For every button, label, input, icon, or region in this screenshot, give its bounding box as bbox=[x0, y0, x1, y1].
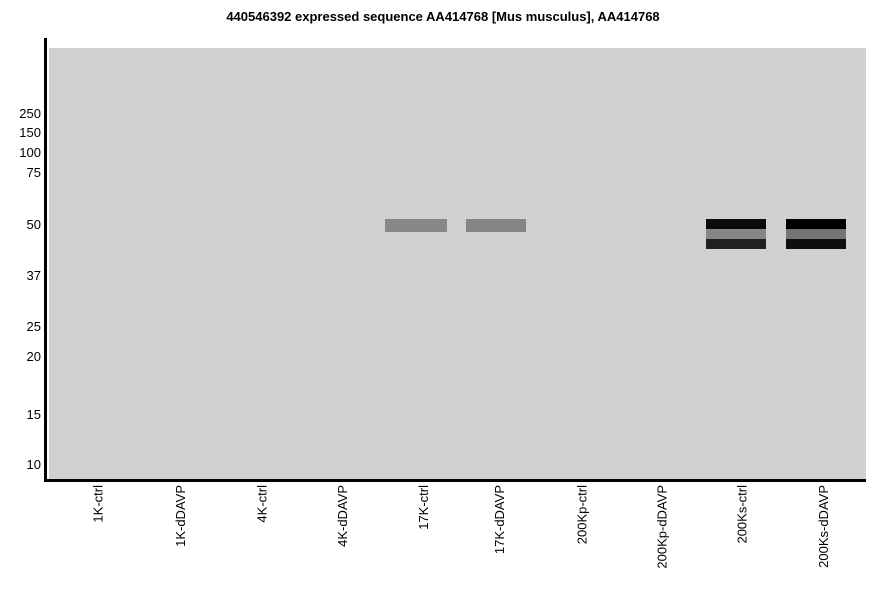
band-stripe bbox=[706, 229, 766, 239]
lane-label-1K-dDAVP: 1K-dDAVP bbox=[172, 485, 188, 547]
figure-title: 440546392 expressed sequence AA414768 [M… bbox=[226, 9, 660, 24]
mw-marker-label-150: 150 bbox=[19, 125, 41, 140]
lane-label-200Kp-dDAVP: 200Kp-dDAVP bbox=[654, 485, 670, 569]
band-stripe bbox=[786, 239, 846, 249]
mw-marker-label-250: 250 bbox=[19, 106, 41, 121]
y-axis-line bbox=[44, 38, 47, 482]
lane-label-4K-ctrl: 4K-ctrl bbox=[254, 485, 270, 523]
blot-band-17K-ctrl bbox=[385, 219, 447, 232]
mw-marker-label-10: 10 bbox=[26, 457, 41, 472]
band-stripe bbox=[706, 239, 766, 249]
blot-band-200Ks-ctrl bbox=[706, 219, 766, 249]
plot-area bbox=[49, 48, 866, 479]
band-stripe bbox=[466, 219, 526, 232]
lane-label-1K-ctrl: 1K-ctrl bbox=[90, 485, 106, 523]
mw-marker-label-25: 25 bbox=[26, 319, 41, 334]
blot-band-17K-dDAVP bbox=[466, 219, 526, 232]
x-axis-line bbox=[44, 479, 866, 482]
lane-label-17K-dDAVP: 17K-dDAVP bbox=[492, 485, 508, 555]
lane-label-200Ks-ctrl: 200Ks-ctrl bbox=[734, 485, 750, 544]
mw-marker-label-37: 37 bbox=[26, 268, 41, 283]
mw-marker-label-15: 15 bbox=[26, 407, 41, 422]
lane-label-200Ks-dDAVP: 200Ks-dDAVP bbox=[815, 485, 831, 568]
mw-marker-label-100: 100 bbox=[19, 145, 41, 160]
lane-label-17K-ctrl: 17K-ctrl bbox=[415, 485, 431, 530]
blot-band-200Ks-dDAVP bbox=[786, 219, 846, 249]
band-stripe bbox=[706, 219, 766, 229]
mw-marker-label-20: 20 bbox=[26, 349, 41, 364]
lane-label-200Kp-ctrl: 200Kp-ctrl bbox=[574, 485, 590, 545]
mw-marker-label-50: 50 bbox=[26, 217, 41, 232]
mw-marker-label-75: 75 bbox=[26, 165, 41, 180]
lane-label-4K-dDAVP: 4K-dDAVP bbox=[334, 485, 350, 547]
band-stripe bbox=[385, 219, 447, 232]
band-stripe bbox=[786, 219, 846, 229]
band-stripe bbox=[786, 229, 846, 239]
